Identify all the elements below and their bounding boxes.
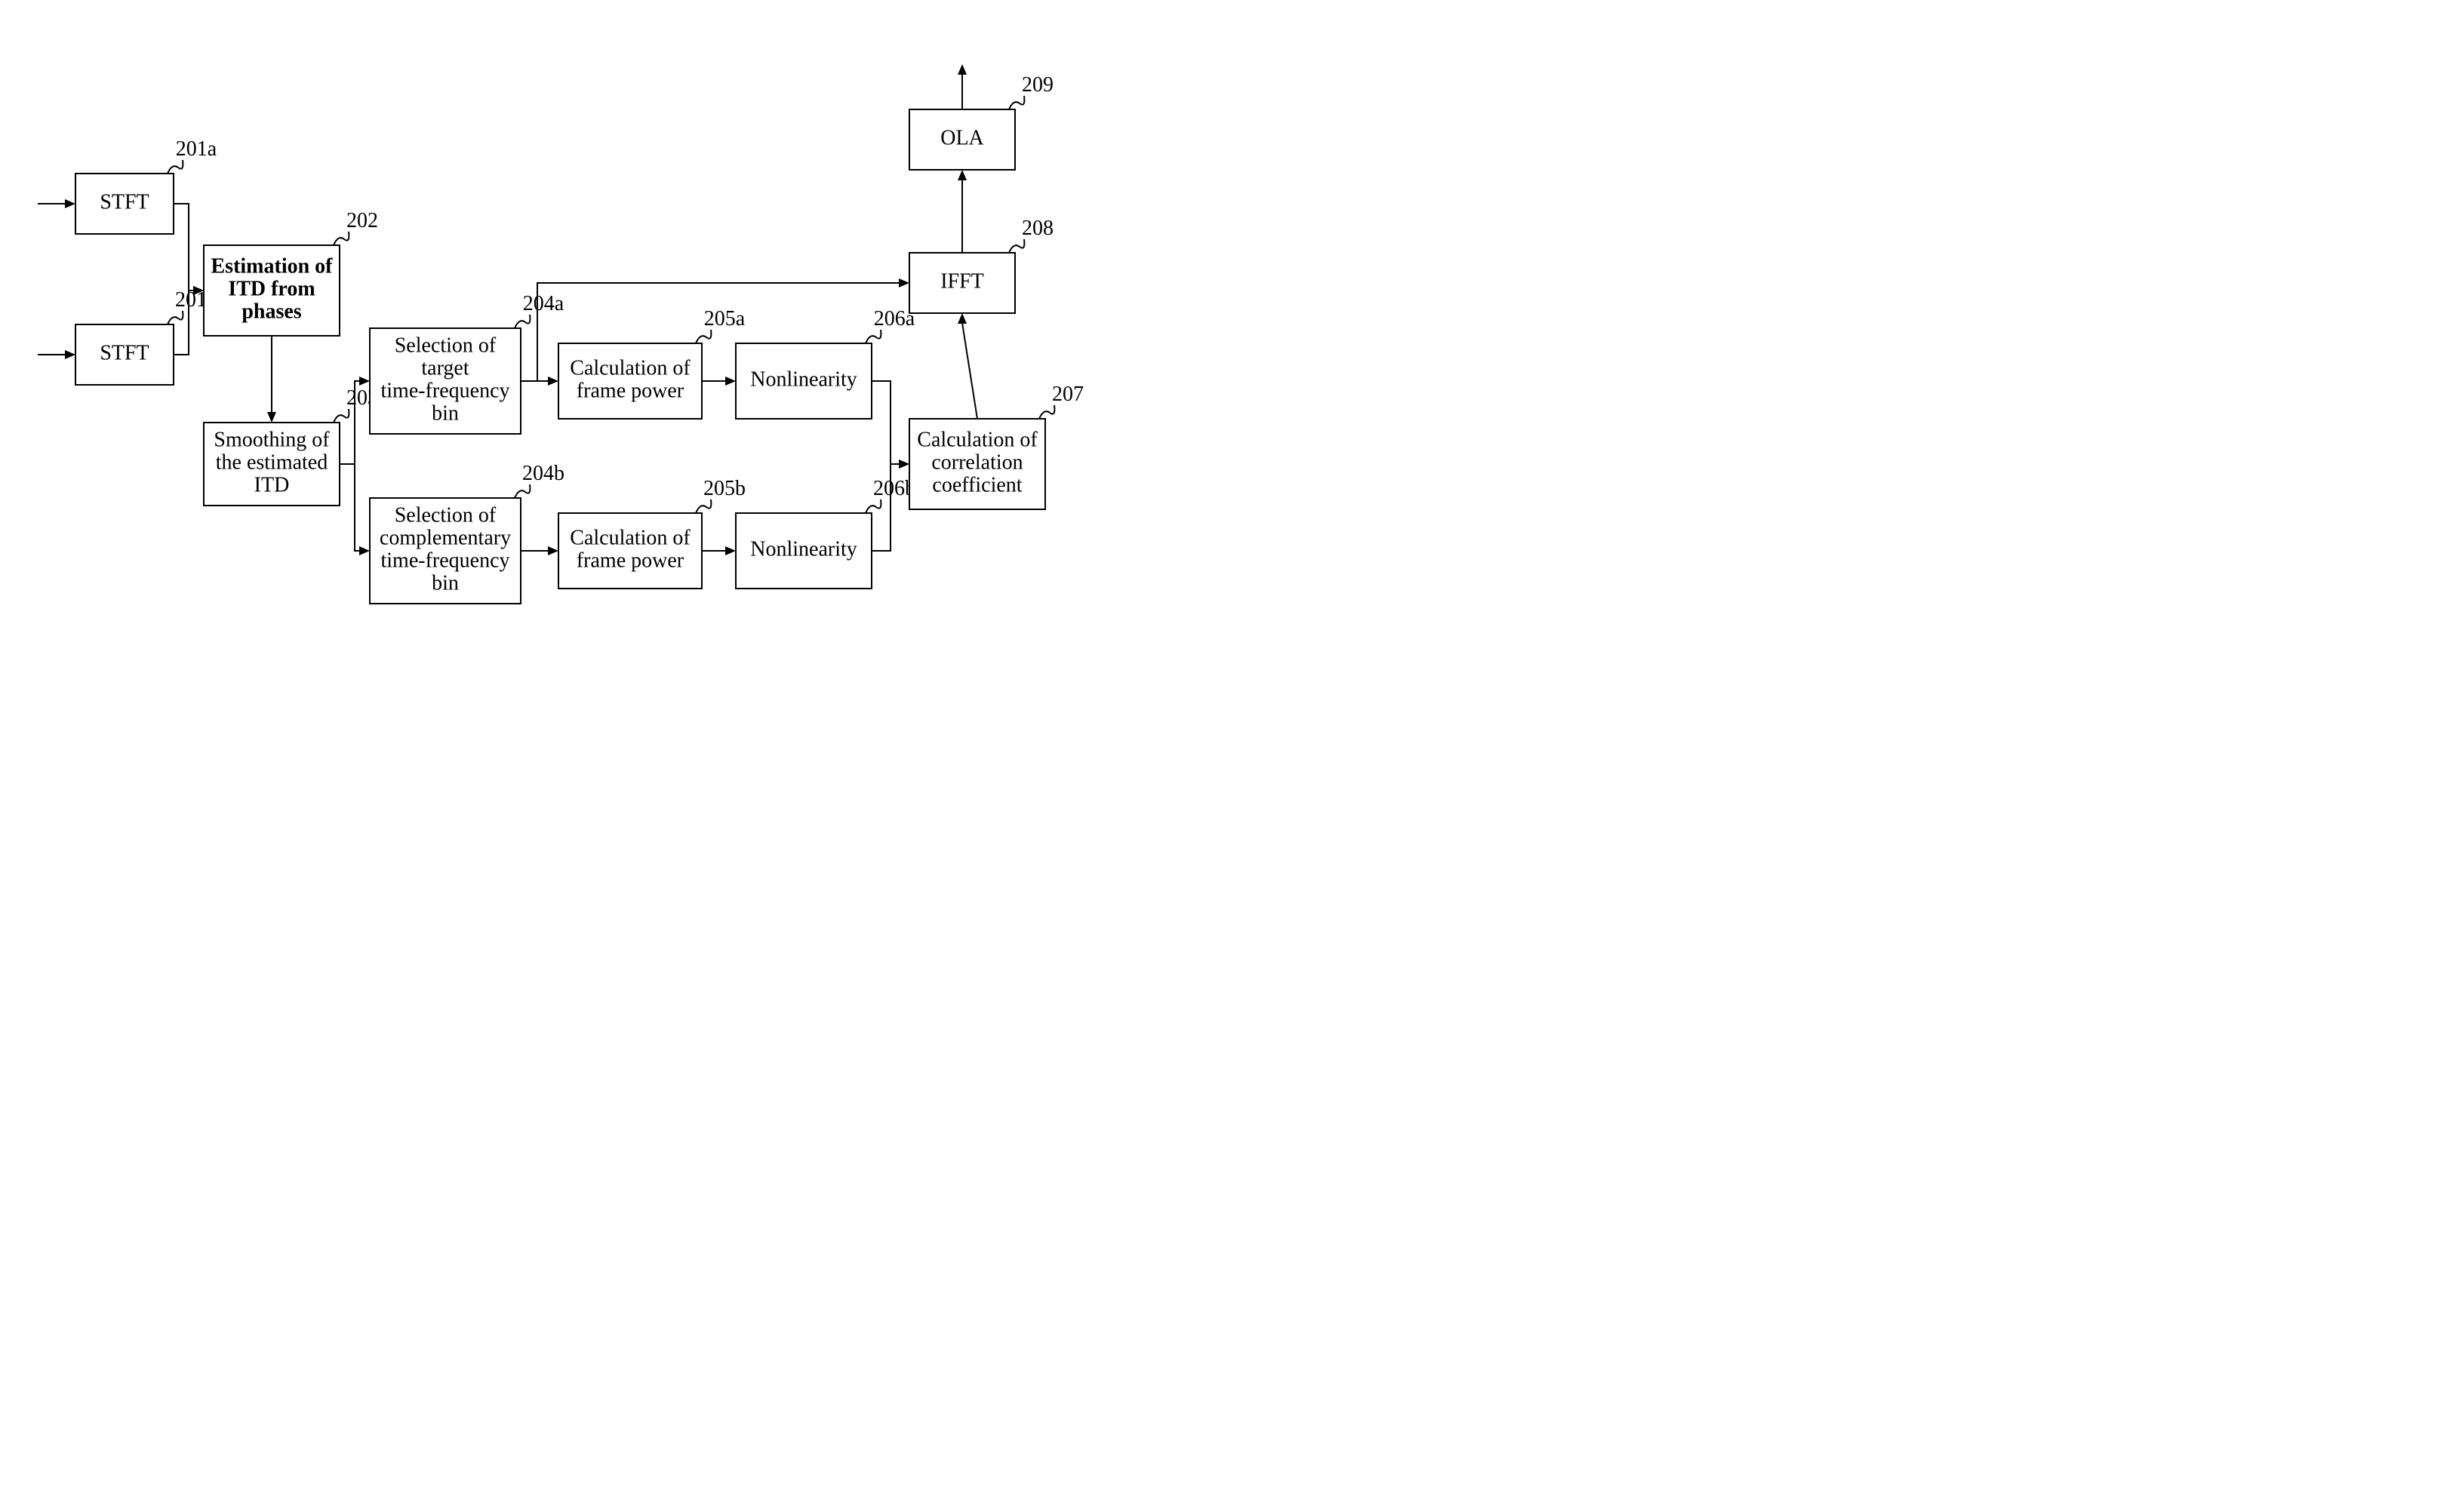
node-203-label: ITD [254, 473, 290, 496]
ref-leader-205b [696, 500, 711, 513]
node-202-label: phases [241, 300, 301, 323]
ref-207: 207 [1052, 383, 1084, 406]
node-206b-label: Nonlinearity [750, 537, 857, 561]
ref-204b: 204b [522, 462, 564, 485]
node-207-label: Calculation of [917, 428, 1038, 451]
ref-leader-203 [334, 409, 349, 423]
ref-209: 209 [1022, 73, 1054, 97]
ref-leader-209 [1009, 96, 1024, 109]
node-201b-label: STFT [100, 341, 149, 364]
node-207-label: correlation [931, 450, 1023, 474]
node-204a-label: target [421, 356, 469, 380]
ref-205b: 205b [703, 477, 746, 500]
node-203-label: the estimated [216, 450, 328, 474]
node-208-label: IFFT [940, 269, 984, 293]
ref-204a: 204a [523, 292, 564, 315]
node-207-label: coefficient [932, 473, 1022, 496]
ref-leader-204b [515, 484, 530, 498]
ref-leader-207 [1039, 405, 1054, 419]
node-209-label: OLA [940, 126, 984, 149]
ref-leader-205a [696, 330, 711, 343]
node-206a-label: Nonlinearity [750, 367, 857, 391]
ref-leader-204a [515, 315, 530, 328]
node-204b-label: complementary [380, 526, 511, 549]
node-203-label: Smoothing of [214, 428, 330, 451]
node-204a-label: bin [432, 401, 459, 425]
ref-205a: 205a [704, 307, 746, 330]
flowchart-svg: STFT201aSTFT201bEstimation ofITD frompha… [0, 0, 1232, 747]
diagram-container: STFT201aSTFT201bEstimation ofITD frompha… [0, 0, 2464, 747]
node-204a-label: time-frequency [380, 379, 509, 402]
node-204b-label: time-frequency [380, 549, 509, 572]
ref-201a: 201a [176, 137, 217, 161]
ref-leader-206b [866, 500, 881, 513]
ref-202: 202 [346, 209, 378, 232]
node-204a-label: Selection of [395, 334, 497, 357]
node-201a-label: STFT [100, 190, 149, 214]
node-205b-label: Calculation of [570, 526, 691, 549]
node-202-label: ITD from [228, 277, 315, 300]
node-204b-label: Selection of [395, 503, 497, 527]
node-205b-label: frame power [577, 549, 684, 572]
node-205a-label: frame power [577, 379, 684, 402]
node-205a-label: Calculation of [570, 356, 691, 380]
ref-leader-202 [334, 232, 349, 245]
ref-leader-201b [168, 311, 183, 324]
ref-leader-208 [1009, 239, 1024, 253]
node-202-label: Estimation of [211, 254, 334, 278]
node-204b-label: bin [432, 571, 459, 595]
ref-leader-206a [866, 330, 881, 343]
ref-208: 208 [1022, 217, 1054, 240]
ref-leader-201a [168, 160, 183, 174]
